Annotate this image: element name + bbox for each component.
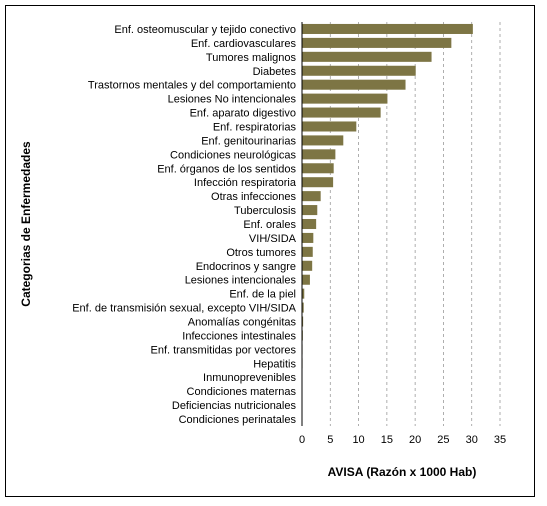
category-label: Anomalías congénitas xyxy=(188,317,297,329)
x-tick-label: 20 xyxy=(409,434,421,446)
category-label: Infecciones intestinales xyxy=(182,330,296,342)
x-tick-labels: 0 5 10 15 20 25 30 35 xyxy=(299,434,506,446)
bar xyxy=(302,51,432,62)
category-label: Inmunoprevenibles xyxy=(203,372,296,384)
bar xyxy=(302,93,388,104)
category-label: Enf. aparato digestivo xyxy=(190,108,296,120)
x-axis-title: AVISA (Razón x 1000 Hab) xyxy=(328,465,477,479)
bar xyxy=(302,205,318,216)
bar xyxy=(302,79,406,90)
x-tick-label: 10 xyxy=(352,434,364,446)
category-label: Otros tumores xyxy=(226,247,296,259)
category-label: Condiciones perinatales xyxy=(179,414,297,426)
bar xyxy=(302,107,381,118)
x-tick-label: 35 xyxy=(494,434,506,446)
bar xyxy=(302,232,314,243)
category-label: Deficiencias nutricionales xyxy=(172,400,297,412)
x-tick-label: 15 xyxy=(381,434,393,446)
category-label: Enf. orales xyxy=(243,219,296,231)
category-label: Lesiones No intencionales xyxy=(168,94,297,106)
bar xyxy=(302,288,305,299)
category-label: Enf. transmitidas por vectores xyxy=(150,344,296,356)
category-label: Enf. cardiovasculares xyxy=(191,38,297,50)
bar xyxy=(302,177,334,188)
bar xyxy=(302,260,313,271)
bar xyxy=(302,65,416,76)
chart-frame xyxy=(5,5,535,497)
bars xyxy=(302,23,473,425)
category-labels: Enf. osteomuscular y tejido conectivo Enf… xyxy=(72,24,297,426)
bar xyxy=(302,163,334,174)
category-label: Trastornos mentales y del comportamiento xyxy=(88,80,296,92)
category-label: Endocrinos y sangre xyxy=(196,261,296,273)
x-tick-label: 0 xyxy=(299,434,305,446)
bar xyxy=(302,23,473,34)
category-label: Enf. de transmisión sexual, excepto VIH/… xyxy=(72,303,296,315)
x-tick-label: 25 xyxy=(437,434,449,446)
category-label: Enf. respiratorias xyxy=(213,121,297,133)
bar xyxy=(302,37,452,48)
bar xyxy=(302,149,336,160)
category-label: Hepatitis xyxy=(253,358,296,370)
category-label: Infección respiratoria xyxy=(194,177,297,189)
bar xyxy=(302,135,344,146)
bar xyxy=(302,246,313,257)
bar xyxy=(302,274,310,285)
category-label: VIH/SIDA xyxy=(249,233,297,245)
category-label: Enf. genitourinarias xyxy=(201,135,296,147)
category-label: Enf. osteomuscular y tejido conectivo xyxy=(114,24,296,36)
category-label: Enf. órganos de los sentidos xyxy=(157,163,296,175)
bar xyxy=(302,218,317,230)
category-label: Tuberculosis xyxy=(234,205,296,217)
bar xyxy=(302,316,304,327)
category-label: Lesiones intencionales xyxy=(185,275,297,287)
category-label: Enf. de la piel xyxy=(229,289,296,301)
bar xyxy=(302,121,357,132)
category-label: Diabetes xyxy=(253,66,297,78)
x-tick-label: 5 xyxy=(327,434,333,446)
category-label: Condiciones maternas xyxy=(187,386,297,398)
category-label: Condiciones neurológicas xyxy=(170,149,296,161)
x-tick-label: 30 xyxy=(466,434,478,446)
category-label: Tumores malignos xyxy=(206,52,297,64)
bar xyxy=(302,191,321,202)
y-axis-title: Categorias de Enfermedades xyxy=(19,141,33,307)
bar xyxy=(302,302,304,313)
category-label: Otras infecciones xyxy=(211,191,296,203)
